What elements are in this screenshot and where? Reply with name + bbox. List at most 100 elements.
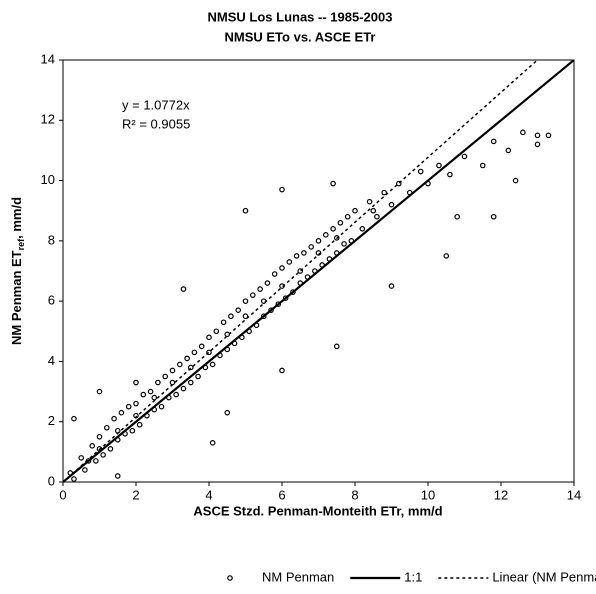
- scatter-point: [213, 328, 220, 335]
- scatter-point: [333, 235, 340, 241]
- x-tick-label: 14: [567, 487, 581, 502]
- scatter-point: [268, 307, 274, 313]
- y-tick-label: 4: [48, 353, 55, 368]
- scatter-point: [107, 446, 114, 452]
- chart-title: NMSU Los Lunas -- 1985-2003: [208, 9, 393, 24]
- scatter-point: [180, 286, 187, 292]
- scatter-point: [133, 379, 139, 386]
- scatter-point: [381, 189, 388, 196]
- scatter-point: [534, 132, 541, 139]
- scatter-point: [505, 147, 512, 154]
- legend-label: Linear (NM Penman): [492, 569, 596, 584]
- scatter-point: [96, 433, 103, 440]
- scatter-point: [118, 409, 125, 416]
- scatter-point: [279, 265, 285, 271]
- scatter-point: [512, 177, 519, 184]
- y-tick-label: 6: [48, 293, 55, 308]
- scatter-point: [242, 207, 249, 214]
- scatter-point: [104, 424, 110, 431]
- scatter-point: [209, 440, 216, 446]
- scatter-point: [133, 400, 139, 407]
- scatter-point: [184, 355, 190, 362]
- scatter-point: [71, 415, 77, 422]
- annotation: y = 1.0772x: [122, 97, 190, 112]
- scatter-point: [490, 213, 497, 220]
- scatter-point: [279, 186, 285, 193]
- scatter-point: [286, 259, 293, 265]
- plot-border: [62, 59, 575, 483]
- scatter-point: [136, 421, 143, 428]
- scatter-point: [235, 307, 242, 313]
- scatter-point: [228, 313, 234, 320]
- y-tick-label: 14: [41, 51, 55, 66]
- scatter-point: [344, 213, 351, 220]
- scatter-point: [308, 244, 315, 250]
- scatter-point: [111, 415, 117, 422]
- scatter-point: [330, 226, 336, 232]
- scatter-point: [333, 343, 340, 350]
- scatter-point: [359, 226, 366, 232]
- scatter-point: [395, 180, 402, 187]
- scatter-point: [250, 292, 256, 298]
- scatter-point: [155, 379, 161, 386]
- scatter-point: [337, 219, 344, 226]
- scatter-point: [173, 391, 179, 398]
- x-tick-label: 0: [59, 487, 66, 502]
- scatter-point: [209, 361, 216, 368]
- scatter-point: [490, 138, 497, 145]
- y-tick-label: 10: [41, 172, 55, 187]
- scatter-point: [315, 238, 322, 244]
- x-tick-label: 10: [421, 487, 435, 502]
- x-tick-label: 6: [278, 487, 285, 502]
- scatter-point: [100, 452, 106, 458]
- scatter-point: [220, 319, 227, 326]
- scatter-point: [297, 268, 304, 274]
- y-tick-label: 0: [48, 473, 55, 488]
- legend-label: NM Penman: [262, 569, 334, 584]
- line: [63, 60, 574, 482]
- scatter-point: [71, 476, 77, 482]
- scatter-point: [242, 313, 249, 320]
- scatter-point: [257, 286, 263, 292]
- scatter-point: [89, 443, 96, 449]
- scatter-point: [293, 253, 300, 259]
- scatter-point: [461, 153, 468, 160]
- scatter-point: [242, 298, 249, 304]
- scatter-point: [129, 427, 136, 434]
- scatter-point: [114, 473, 121, 479]
- scatter-point: [271, 271, 278, 277]
- scatter-point: [447, 171, 453, 178]
- scatter-point: [180, 385, 187, 392]
- x-tick-label: 2: [132, 487, 139, 502]
- scatter-point: [282, 295, 289, 301]
- x-tick-label: 8: [351, 487, 358, 502]
- scatter-point: [388, 201, 395, 208]
- scatter-point: [534, 141, 541, 148]
- scatter-point: [264, 280, 271, 286]
- scatter-point: [187, 379, 194, 386]
- scatter-point: [341, 241, 347, 247]
- x-tick-label: 4: [205, 487, 212, 502]
- scatter-point: [436, 162, 442, 169]
- scatter-point: [187, 364, 194, 371]
- scatter-point: [82, 467, 88, 473]
- y-label-tail: , mm/d: [9, 197, 24, 239]
- scatter-point: [275, 301, 282, 307]
- scatter-point: [195, 373, 201, 380]
- scatter-point: [162, 373, 169, 380]
- scatter-point: [479, 162, 486, 169]
- plot-area: [63, 60, 574, 482]
- y-tick-label: 12: [41, 112, 55, 127]
- legend-label: 1:1: [404, 569, 422, 584]
- scatter-point: [520, 129, 526, 136]
- scatter-point: [330, 180, 336, 187]
- scatter-point: [417, 168, 424, 175]
- scatter-point: [366, 198, 373, 205]
- scatter-point: [151, 394, 158, 401]
- scatter-point: [125, 403, 132, 410]
- scatter-point: [545, 132, 552, 139]
- scatter-point: [169, 367, 176, 374]
- scatter-point: [322, 232, 329, 238]
- scatter-point: [96, 388, 103, 395]
